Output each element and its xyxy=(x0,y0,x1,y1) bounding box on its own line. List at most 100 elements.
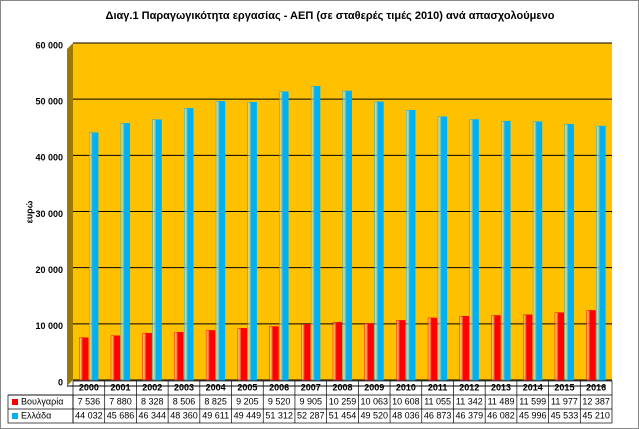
x-tick-label: 2005 xyxy=(237,382,257,392)
bar xyxy=(522,314,533,381)
x-tick-label: 2006 xyxy=(269,382,289,392)
y-axis-label: ευρώ xyxy=(24,200,34,223)
table-value: 46 379 xyxy=(456,410,484,420)
table-value: 8 825 xyxy=(204,396,227,406)
bar xyxy=(586,310,596,381)
bar xyxy=(491,315,501,381)
table-value: 45 210 xyxy=(582,410,610,420)
table-value: 8 506 xyxy=(173,396,196,406)
x-tick-label: 2001 xyxy=(111,382,131,392)
bar xyxy=(269,326,279,381)
x-tick-label: 2000 xyxy=(79,382,99,392)
bar xyxy=(501,120,511,381)
x-tick-label: 2008 xyxy=(332,382,352,392)
bar xyxy=(554,312,565,381)
table-value: 46 344 xyxy=(138,410,166,420)
table-value: 44 032 xyxy=(75,410,103,420)
table-value: 49 611 xyxy=(202,410,229,420)
table-value: 49 520 xyxy=(360,410,388,420)
y-tick-label: 20 000 xyxy=(35,265,63,275)
bar xyxy=(427,317,438,381)
table-value: 11 599 xyxy=(519,396,546,406)
bar xyxy=(437,116,448,381)
bar xyxy=(237,328,247,381)
table-value: 8 328 xyxy=(141,396,164,406)
bar xyxy=(110,335,121,381)
table-value: 46 873 xyxy=(424,410,452,420)
table-value: 10 063 xyxy=(360,396,388,406)
table-value: 45 686 xyxy=(107,410,135,420)
bar xyxy=(469,119,479,381)
table-value: 9 205 xyxy=(236,396,259,406)
table-value: 51 312 xyxy=(265,410,293,420)
y-tick-label: 60 000 xyxy=(35,40,63,50)
table-value: 9 520 xyxy=(268,396,291,406)
bar xyxy=(215,101,226,381)
table-value: 11 489 xyxy=(488,396,515,406)
table-value: 45 996 xyxy=(519,410,547,420)
bar xyxy=(120,123,131,381)
y-tick-label: 10 000 xyxy=(35,321,63,331)
bar xyxy=(332,322,343,381)
table-value: 48 360 xyxy=(170,410,198,420)
x-tick-label: 2003 xyxy=(174,382,194,392)
bar xyxy=(342,90,352,381)
x-tick-label: 2011 xyxy=(428,382,448,392)
table-value: 7 880 xyxy=(109,396,132,406)
bar xyxy=(88,132,99,381)
bar xyxy=(459,316,469,381)
x-tick-label: 2014 xyxy=(523,382,543,392)
x-tick-label: 2013 xyxy=(491,382,511,392)
bar xyxy=(532,121,543,381)
bar xyxy=(205,330,216,381)
y-tick-label: 40 000 xyxy=(35,153,63,163)
bar xyxy=(152,119,162,381)
bar xyxy=(247,102,257,381)
x-tick-label: 2007 xyxy=(301,382,321,392)
x-tick-label: 2009 xyxy=(364,382,384,392)
bar xyxy=(79,337,89,381)
x-tick-label: 2016 xyxy=(586,382,606,392)
bar xyxy=(374,101,384,381)
table-value: 51 454 xyxy=(329,410,357,420)
y-tick-label: 0 xyxy=(58,377,63,387)
table-value: 12 387 xyxy=(582,396,610,406)
legend-label: Ελλάδα xyxy=(21,410,51,420)
table-value: 10 608 xyxy=(392,396,420,406)
x-tick-label: 2015 xyxy=(554,382,574,392)
table-value: 11 342 xyxy=(456,396,483,406)
table-value: 52 287 xyxy=(297,410,325,420)
legend-label: Βουλγαρία xyxy=(21,396,63,406)
chart-title: Διαγ.1 Παραγωγικότητα εργασίας - ΑΕΠ (σε… xyxy=(106,10,555,22)
x-tick-label: 2002 xyxy=(142,382,162,392)
table-value: 9 905 xyxy=(300,396,323,406)
table-value: 46 082 xyxy=(487,410,515,420)
legend-swatch xyxy=(12,399,18,405)
bar xyxy=(364,323,374,381)
bar xyxy=(279,91,289,381)
bar xyxy=(596,125,606,381)
bar xyxy=(301,324,311,381)
plot-side-wall xyxy=(67,43,73,386)
legend-swatch xyxy=(12,413,18,419)
table-value: 7 536 xyxy=(78,396,101,406)
bar xyxy=(184,108,194,381)
bar xyxy=(564,124,574,381)
x-tick-label: 2010 xyxy=(396,382,416,392)
bar xyxy=(310,86,321,381)
y-tick-label: 30 000 xyxy=(35,209,63,219)
table-value: 11 055 xyxy=(424,396,451,406)
table-value: 45 533 xyxy=(551,410,579,420)
bar xyxy=(396,320,406,381)
table-value: 48 036 xyxy=(392,410,420,420)
bar xyxy=(174,331,184,381)
y-tick-label: 50 000 xyxy=(35,97,63,107)
table-value: 10 259 xyxy=(329,396,357,406)
bar xyxy=(142,332,152,381)
table-value: 11 977 xyxy=(551,396,578,406)
x-tick-label: 2012 xyxy=(459,382,479,392)
table-value: 49 449 xyxy=(234,410,262,420)
bar xyxy=(406,109,416,381)
x-tick-label: 2004 xyxy=(206,382,226,392)
